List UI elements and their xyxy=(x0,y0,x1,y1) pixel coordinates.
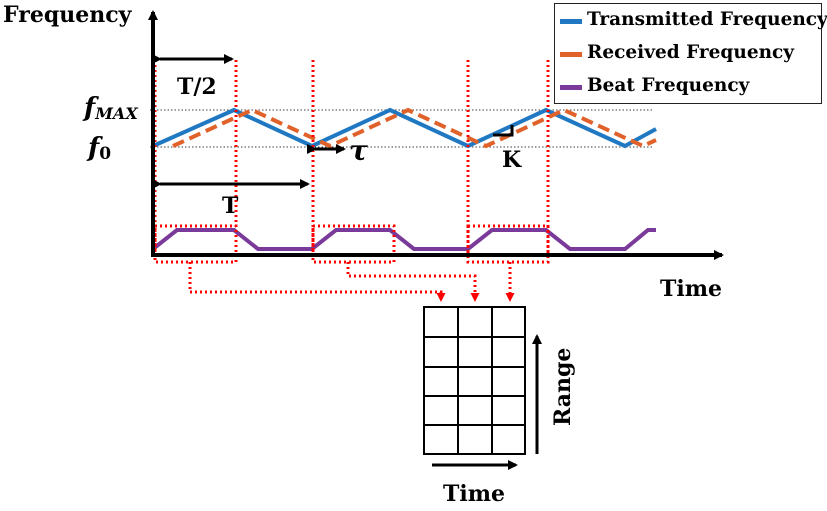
delay-label: τ xyxy=(349,134,368,167)
legend-label-received: Received Frequency xyxy=(587,42,795,63)
slope-marker xyxy=(493,125,514,137)
connector-2 xyxy=(346,262,480,302)
legend-swatch-received xyxy=(560,52,582,57)
legend-label-beat: Beat Frequency xyxy=(587,75,750,96)
beat-window-box xyxy=(311,224,396,264)
slope-label: K xyxy=(502,147,522,173)
beat-frequency-line xyxy=(151,228,656,251)
legend-swatch-beat xyxy=(560,85,582,90)
transmitted-frequency-line xyxy=(152,107,657,149)
legend-item-received: Received Frequency xyxy=(555,39,821,69)
received-frequency-line xyxy=(172,107,657,149)
legend-label-transmitted: Transmitted Frequency xyxy=(587,9,827,30)
x-axis-label: Time xyxy=(660,276,722,302)
matrix-range-label: Range xyxy=(550,348,576,426)
y-axis-label: Frequency xyxy=(3,2,133,28)
range-time-matrix xyxy=(423,306,526,455)
legend-item-beat: Beat Frequency xyxy=(555,72,821,102)
connector-1 xyxy=(188,262,446,302)
matrix-border xyxy=(423,306,526,455)
legend-item-transmitted: Transmitted Frequency xyxy=(555,6,827,36)
legend: Transmitted Frequency Received Frequency… xyxy=(554,3,827,104)
half-period-label: T/2 xyxy=(177,74,217,100)
period-label: T xyxy=(222,193,239,219)
beat-to-matrix-connectors xyxy=(188,262,515,302)
beat-window-box xyxy=(466,224,550,264)
matrix-time-label: Time xyxy=(443,481,505,506)
f0-label: f0 xyxy=(86,133,111,164)
fmax-label: fMAX xyxy=(82,93,138,123)
legend-swatch-transmitted xyxy=(560,19,582,24)
